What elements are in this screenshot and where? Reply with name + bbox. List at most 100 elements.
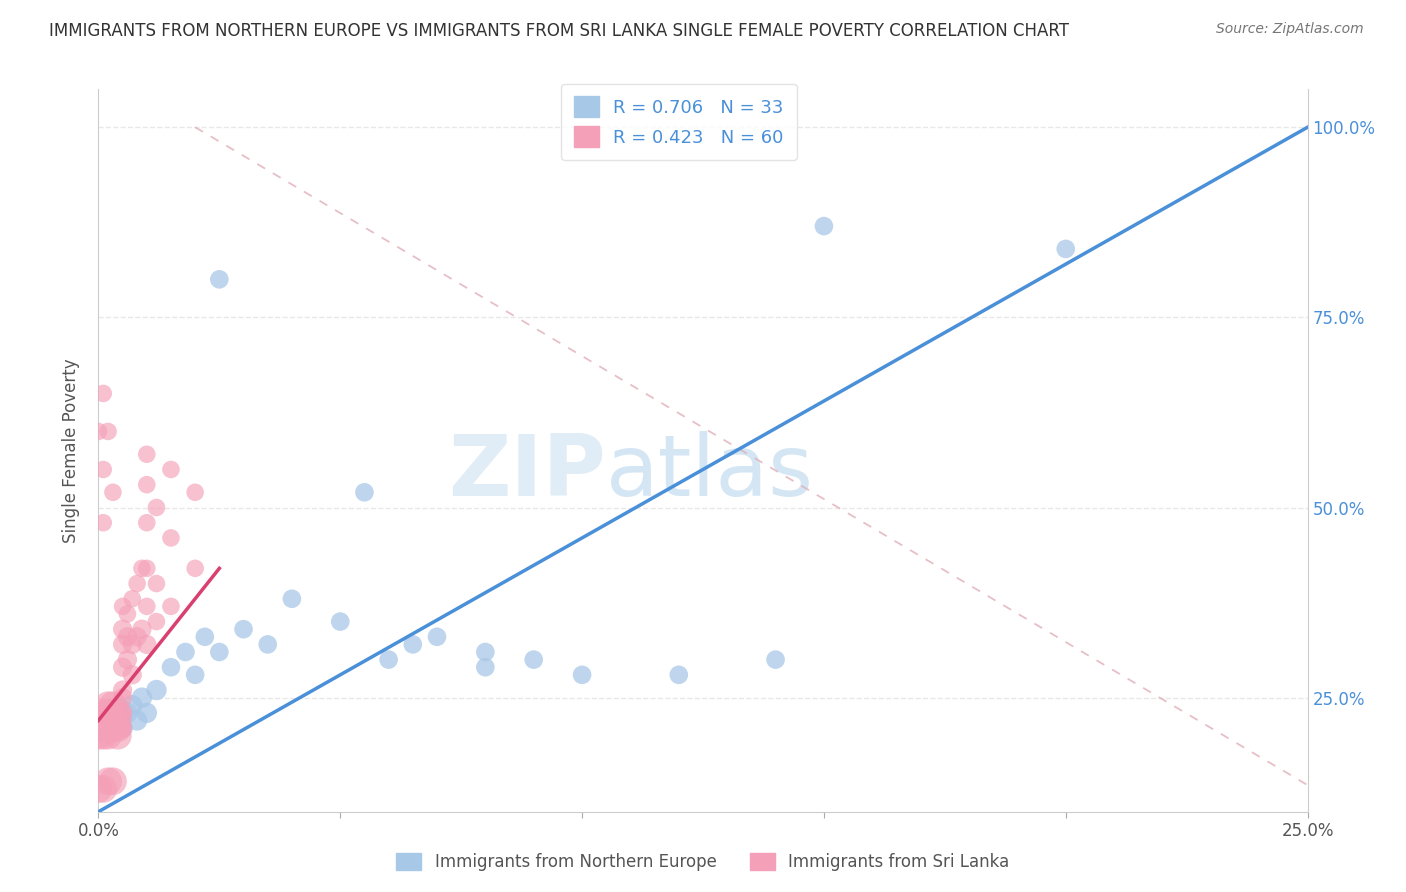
Point: [402, 637, 425, 651]
Point: [523, 652, 546, 666]
Point: [329, 615, 352, 629]
Point: [377, 652, 399, 666]
Point: [107, 721, 129, 735]
Point: [281, 591, 304, 606]
Point: [101, 774, 124, 789]
Point: [232, 622, 254, 636]
Point: [765, 652, 787, 666]
Point: [160, 462, 183, 476]
Point: [117, 630, 139, 644]
Point: [127, 630, 149, 644]
Point: [107, 729, 129, 743]
Point: [184, 561, 207, 575]
Point: [97, 729, 120, 743]
Point: [135, 561, 157, 575]
Point: [97, 721, 120, 735]
Point: [97, 721, 120, 735]
Point: [111, 721, 134, 735]
Point: [101, 714, 124, 728]
Point: [121, 591, 143, 606]
Point: [813, 219, 835, 233]
Point: [97, 706, 120, 720]
Point: [145, 576, 167, 591]
Point: [135, 516, 157, 530]
Point: [135, 599, 157, 614]
Point: [91, 706, 114, 720]
Point: [121, 698, 143, 713]
Point: [145, 500, 167, 515]
Point: [97, 774, 120, 789]
Point: [1054, 242, 1077, 256]
Y-axis label: Single Female Poverty: Single Female Poverty: [62, 359, 80, 542]
Point: [91, 714, 114, 728]
Point: [101, 698, 124, 713]
Point: [135, 637, 157, 651]
Point: [111, 706, 134, 720]
Point: [160, 599, 183, 614]
Point: [87, 781, 110, 796]
Point: [101, 714, 124, 728]
Point: [111, 660, 134, 674]
Point: [101, 721, 124, 735]
Point: [256, 637, 278, 651]
Text: Source: ZipAtlas.com: Source: ZipAtlas.com: [1216, 22, 1364, 37]
Point: [135, 477, 157, 491]
Point: [131, 690, 153, 705]
Point: [208, 272, 231, 286]
Point: [174, 645, 197, 659]
Point: [194, 630, 217, 644]
Point: [87, 729, 110, 743]
Point: [127, 714, 149, 728]
Point: [135, 706, 157, 720]
Point: [97, 698, 120, 713]
Text: IMMIGRANTS FROM NORTHERN EUROPE VS IMMIGRANTS FROM SRI LANKA SINGLE FEMALE POVER: IMMIGRANTS FROM NORTHERN EUROPE VS IMMIG…: [49, 22, 1069, 40]
Point: [101, 721, 124, 735]
Point: [131, 622, 153, 636]
Point: [135, 447, 157, 461]
Text: atlas: atlas: [606, 431, 814, 514]
Point: [160, 660, 183, 674]
Point: [91, 516, 114, 530]
Point: [101, 485, 124, 500]
Point: [111, 637, 134, 651]
Point: [131, 561, 153, 575]
Point: [426, 630, 449, 644]
Legend: R = 0.706   N = 33, R = 0.423   N = 60: R = 0.706 N = 33, R = 0.423 N = 60: [561, 84, 797, 160]
Point: [87, 425, 110, 439]
Point: [117, 607, 139, 621]
Point: [91, 386, 114, 401]
Point: [107, 706, 129, 720]
Point: [184, 485, 207, 500]
Legend: Immigrants from Northern Europe, Immigrants from Sri Lanka: Immigrants from Northern Europe, Immigra…: [388, 845, 1018, 880]
Point: [97, 425, 120, 439]
Point: [91, 729, 114, 743]
Point: [91, 781, 114, 796]
Point: [117, 706, 139, 720]
Point: [121, 637, 143, 651]
Point: [160, 531, 183, 545]
Point: [111, 690, 134, 705]
Point: [474, 660, 496, 674]
Point: [145, 683, 167, 698]
Point: [111, 599, 134, 614]
Point: [107, 706, 129, 720]
Point: [111, 683, 134, 698]
Point: [474, 645, 496, 659]
Point: [668, 668, 690, 682]
Point: [121, 668, 143, 682]
Point: [117, 652, 139, 666]
Point: [91, 462, 114, 476]
Point: [111, 622, 134, 636]
Point: [107, 714, 129, 728]
Point: [91, 721, 114, 735]
Point: [111, 721, 134, 735]
Point: [101, 706, 124, 720]
Point: [184, 668, 207, 682]
Point: [571, 668, 593, 682]
Point: [91, 714, 114, 728]
Text: ZIP: ZIP: [449, 431, 606, 514]
Point: [145, 615, 167, 629]
Point: [127, 576, 149, 591]
Point: [208, 645, 231, 659]
Point: [353, 485, 375, 500]
